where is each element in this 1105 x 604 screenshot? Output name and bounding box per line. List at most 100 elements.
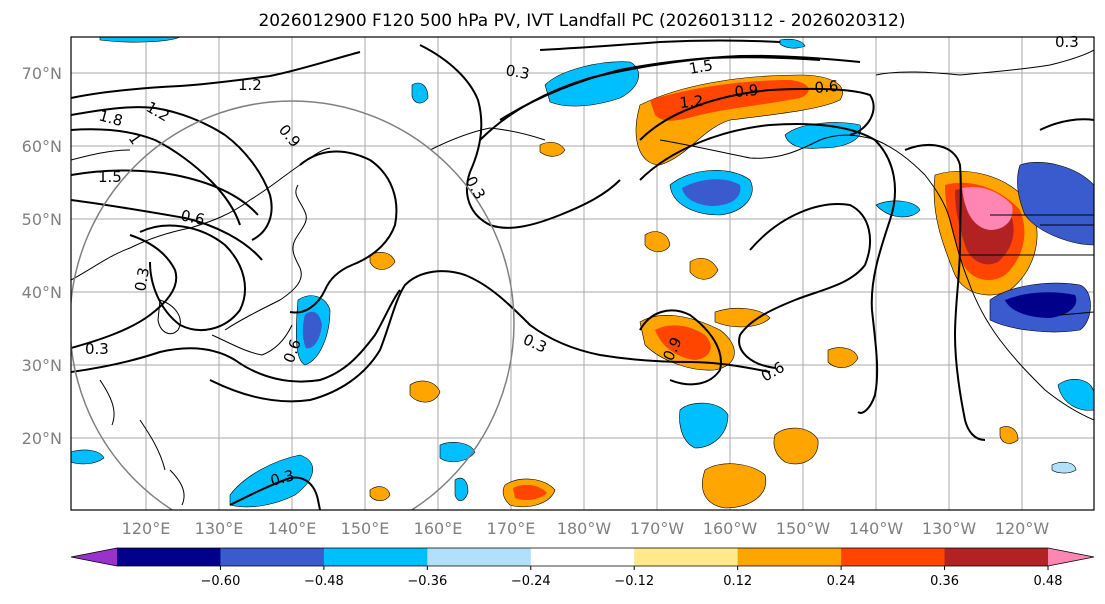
contour-label: 1.5 [98,168,122,186]
lon-label: 150°W [776,519,831,538]
colorbar-segment [323,548,428,566]
ivt-negative-region [679,402,729,449]
pv-contour [289,150,398,314]
lat-label: 30°N [22,356,62,375]
ivt-negative-region [454,477,469,501]
contour-label: 0.3 [131,266,153,293]
pv-contour [71,289,401,383]
colorbar-tick-label: −0.36 [407,574,447,589]
lon-label: 170°E [487,519,536,538]
lon-label: 140°E [268,519,317,538]
contour-label: 0.3 [1055,33,1079,51]
contour-label: 0.3 [268,466,296,490]
pv-contour [639,309,722,386]
pv-contour [229,476,321,510]
colorbar-low-extension [71,548,117,566]
colorbar-segment [944,548,1049,566]
ivt-negative-region [439,442,476,463]
ivt-positive-region [655,325,711,360]
map-title: 2026012900 F120 500 hPa PV, IVT Landfall… [258,11,905,31]
lon-label: 160°E [414,519,463,538]
ivt-negative-region [1051,461,1077,474]
colorbar-tick-label: −0.48 [304,574,344,589]
colorbar-outline [70,547,1095,567]
pv-contour [139,224,246,331]
colorbar-segment [117,548,221,566]
longitude-labels: 120°E 130°E 140°E 150°E 160°E 170°E 180°… [122,519,1050,538]
lon-label: 120°E [122,519,171,538]
pv-contours [71,39,1094,510]
pv-contour [419,44,621,229]
ivt-negative-region [875,200,921,218]
lon-label: 160°W [703,519,758,538]
pv-contour [71,128,241,226]
contour-label: 0.9 [734,81,759,101]
coastlines [71,49,1094,506]
latitude-labels: 70°N 60°N 50°N 40°N 30°N 20°N [22,64,62,448]
pv-contour [738,203,871,369]
colorbar: −0.60 −0.48 −0.36 −0.24 −0.12 0.12 0.24 0.36 0.4… [70,547,1095,589]
lat-label: 60°N [22,137,62,156]
contour-label: 0.3 [504,61,531,83]
ivt-negative-region [302,311,322,349]
colorbar-segment [841,548,946,566]
contour-label: 1.8 [97,106,125,130]
colorbar-tick-label: −0.12 [614,574,654,589]
ivt-positive-region [369,486,391,502]
lat-label: 50°N [22,210,62,229]
pv-contour [209,270,771,403]
contour-label: 0.6 [814,77,839,97]
lat-label: 40°N [22,283,62,302]
lon-label: 150°E [341,519,390,538]
ivt-negative-region [71,449,105,465]
contour-label: 0.6 [179,206,206,229]
pv-contour [539,39,781,51]
ivt-negative-region [411,82,429,104]
contour-label: 0.3 [85,340,109,358]
ivt-negative-region [1057,378,1094,411]
ivt-positive-region [644,231,671,253]
colorbar-tick-label: 0.12 [723,574,752,589]
ivt-positive-region [702,463,767,509]
ivt-negative-region [682,179,741,206]
colorbar-tick-label: −0.60 [201,574,241,589]
lon-label: 130°E [195,519,244,538]
colorbar-tick-label: −0.24 [511,574,551,589]
ivt-positive-region [409,380,441,403]
ivt-positive-region [714,307,771,328]
colorbar-tick-label: 0.48 [1034,574,1063,589]
ivt-positive-region [513,484,547,501]
ivt-positive-region [689,257,719,280]
pv-contour [71,169,259,216]
lon-label: 130°W [922,519,977,538]
lat-label: 20°N [22,429,62,448]
colorbar-segment [427,548,532,566]
pv-contour [904,144,986,441]
pv-contour [639,87,875,141]
ivt-positive-region [962,186,1013,230]
map-frame [70,36,1095,511]
contour-label: 1.5 [688,56,715,78]
ivt-positive-region [999,426,1019,444]
pv-contour [71,234,178,349]
graticule [71,37,1094,510]
lon-label: 120°W [995,519,1050,538]
ivt-negative-region [1005,292,1077,318]
colorbar-tick-label: 0.24 [827,574,856,589]
ivt-positive-region [773,427,819,465]
colorbar-segment [634,548,739,566]
ivt-positive-region [369,252,396,270]
lon-label: 180°W [557,519,612,538]
ivt-positive-region [539,141,566,157]
colorbar-segment [220,548,325,566]
colorbar-segment [530,548,635,566]
colorbar-high-extension [1048,548,1094,566]
lat-label: 70°N [22,64,62,83]
colorbar-tick-label: 0.36 [930,574,959,589]
pv-contour [639,122,896,414]
pv-contour [71,51,361,99]
range-circle [71,100,515,510]
ivt-positive-region [827,347,859,368]
colorbar-segment [737,548,842,566]
